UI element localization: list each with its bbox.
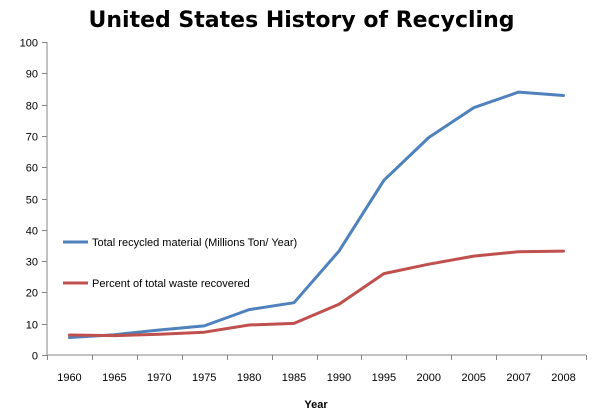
series-line-2 bbox=[68, 249, 565, 338]
x-tick-label: 1990 bbox=[327, 372, 351, 384]
x-tick-label: 1985 bbox=[282, 372, 306, 384]
x-tick-label: 2000 bbox=[417, 372, 441, 384]
legend: Total recycled material (Millions Ton/ Y… bbox=[63, 237, 297, 290]
x-tick-label: 1995 bbox=[372, 372, 396, 384]
x-tick-label: 1970 bbox=[147, 372, 171, 384]
series-line-1 bbox=[68, 90, 565, 339]
series-lines bbox=[68, 90, 565, 339]
y-tick-label: 30 bbox=[26, 257, 38, 269]
x-axis-title: Year bbox=[304, 399, 328, 411]
axes: 0 10 20 30 40 50 60 70 80 90 100 1960 1965 1970 1975 19… bbox=[20, 38, 587, 384]
x-tick-label: 1965 bbox=[102, 372, 126, 384]
y-tick-label: 0 bbox=[32, 351, 38, 363]
y-tick-label: 50 bbox=[26, 195, 38, 207]
y-tick-label: 60 bbox=[26, 163, 38, 175]
y-tick-label: 100 bbox=[20, 38, 38, 50]
x-tick-label: 2005 bbox=[461, 372, 485, 384]
y-tick-label: 10 bbox=[26, 320, 38, 332]
y-tick-label: 90 bbox=[26, 69, 38, 81]
legend-label-1: Total recycled material (Millions Ton/ Y… bbox=[92, 237, 297, 249]
x-tick-label: 1975 bbox=[192, 372, 216, 384]
y-tick-label: 70 bbox=[26, 132, 38, 144]
x-tick-label: 2008 bbox=[551, 372, 575, 384]
x-tick-label: 1980 bbox=[237, 372, 261, 384]
y-tick-label: 80 bbox=[26, 101, 38, 113]
legend-label-2: Percent of total waste recovered bbox=[92, 278, 250, 290]
y-tick-label: 20 bbox=[26, 288, 38, 300]
x-tick-label: 1960 bbox=[57, 372, 81, 384]
y-tick-label: 40 bbox=[26, 226, 38, 238]
chart-title: United States History of Recycling bbox=[88, 8, 515, 33]
x-tick-label: 2007 bbox=[506, 372, 530, 384]
